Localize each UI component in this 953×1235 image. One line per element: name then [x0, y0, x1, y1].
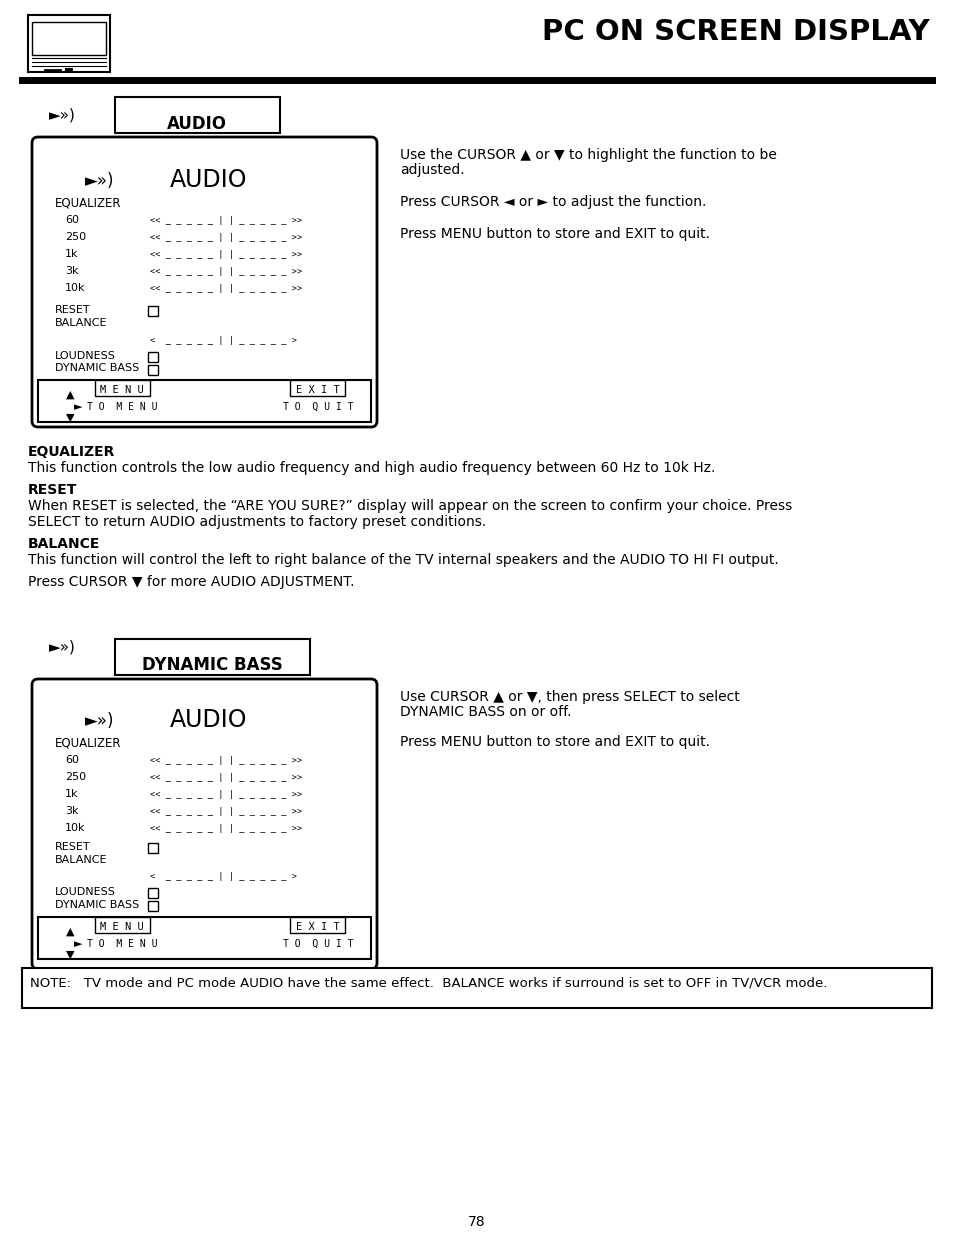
Bar: [38, 918, 371, 960]
Bar: [38, 380, 371, 422]
Text: << _ _ _ _ _ | | _ _ _ _ _ >>: << _ _ _ _ _ | | _ _ _ _ _ >>: [150, 756, 302, 764]
Text: << _ _ _ _ _ | | _ _ _ _ _ >>: << _ _ _ _ _ | | _ _ _ _ _ >>: [150, 773, 302, 782]
Text: 10k: 10k: [65, 823, 86, 832]
Text: PC ON SCREEN DISPLAY: PC ON SCREEN DISPLAY: [542, 19, 929, 46]
Text: BALANCE: BALANCE: [28, 537, 100, 551]
Text: Use CURSOR ▲ or ▼, then press SELECT to select: Use CURSOR ▲ or ▼, then press SELECT to …: [399, 690, 739, 704]
Bar: [148, 366, 158, 375]
Text: << _ _ _ _ _ | | _ _ _ _ _ >>: << _ _ _ _ _ | | _ _ _ _ _ >>: [150, 267, 302, 275]
Text: RESET: RESET: [55, 305, 91, 315]
Text: Use the CURSOR ▲ or ▼ to highlight the function to be: Use the CURSOR ▲ or ▼ to highlight the f…: [399, 148, 776, 162]
Bar: [115, 638, 310, 676]
Text: DYNAMIC BASS: DYNAMIC BASS: [141, 656, 282, 674]
Text: Press CURSOR ▼ for more AUDIO ADJUSTMENT.: Press CURSOR ▼ for more AUDIO ADJUSTMENT…: [28, 576, 355, 589]
Bar: [290, 380, 345, 396]
Bar: [95, 918, 150, 932]
Text: 250: 250: [65, 772, 86, 782]
Text: Press MENU button to store and EXIT to quit.: Press MENU button to store and EXIT to q…: [399, 735, 709, 748]
Text: DYNAMIC BASS on or off.: DYNAMIC BASS on or off.: [399, 705, 571, 719]
Text: 250: 250: [65, 232, 86, 242]
Text: 10k: 10k: [65, 283, 86, 293]
Text: ►: ►: [73, 403, 82, 412]
Text: adjusted.: adjusted.: [399, 163, 464, 177]
Text: EQUALIZER: EQUALIZER: [28, 445, 115, 459]
Bar: [148, 352, 158, 362]
Text: DYNAMIC BASS: DYNAMIC BASS: [55, 363, 139, 373]
Text: 1k: 1k: [65, 789, 78, 799]
Bar: [148, 844, 158, 853]
Text: <  _ _ _ _ _ | | _ _ _ _ _ >: < _ _ _ _ _ | | _ _ _ _ _ >: [150, 336, 296, 345]
Text: T O  Q U I T: T O Q U I T: [282, 939, 353, 948]
Text: ►»): ►»): [85, 172, 114, 190]
Text: << _ _ _ _ _ | | _ _ _ _ _ >>: << _ _ _ _ _ | | _ _ _ _ _ >>: [150, 806, 302, 816]
Text: EQUALIZER: EQUALIZER: [55, 196, 121, 209]
Bar: [148, 306, 158, 316]
Text: Press CURSOR ◄ or ► to adjust the function.: Press CURSOR ◄ or ► to adjust the functi…: [399, 195, 705, 209]
Text: When RESET is selected, the “ARE YOU SURE?” display will appear on the screen to: When RESET is selected, the “ARE YOU SUR…: [28, 499, 791, 513]
Text: Press MENU button to store and EXIT to quit.: Press MENU button to store and EXIT to q…: [399, 227, 709, 241]
Text: ▲: ▲: [66, 927, 74, 937]
Bar: [65, 68, 73, 72]
Text: <  _ _ _ _ _ | | _ _ _ _ _ >: < _ _ _ _ _ | | _ _ _ _ _ >: [150, 872, 296, 881]
Text: ▼: ▼: [66, 950, 74, 960]
Text: ►: ►: [73, 939, 82, 948]
Text: << _ _ _ _ _ | | _ _ _ _ _ >>: << _ _ _ _ _ | | _ _ _ _ _ >>: [150, 216, 302, 225]
FancyBboxPatch shape: [32, 679, 376, 969]
Text: RESET: RESET: [28, 483, 77, 496]
Text: M E N U: M E N U: [100, 385, 144, 395]
Text: ▼: ▼: [66, 412, 74, 424]
Text: E X I T: E X I T: [295, 385, 339, 395]
Bar: [148, 902, 158, 911]
Text: AUDIO: AUDIO: [170, 168, 247, 191]
Text: T O  Q U I T: T O Q U I T: [282, 403, 353, 412]
Bar: [148, 888, 158, 898]
Text: AUDIO: AUDIO: [167, 115, 227, 133]
Bar: [290, 918, 345, 932]
Bar: [95, 380, 150, 396]
Text: This function will control the left to right balance of the TV internal speakers: This function will control the left to r…: [28, 553, 778, 567]
Text: 1k: 1k: [65, 249, 78, 259]
Text: << _ _ _ _ _ | | _ _ _ _ _ >>: << _ _ _ _ _ | | _ _ _ _ _ >>: [150, 233, 302, 242]
Text: 3k: 3k: [65, 806, 78, 816]
Bar: [32, 22, 106, 56]
Text: LOUDNESS: LOUDNESS: [55, 351, 115, 361]
Text: ▲: ▲: [66, 390, 74, 400]
Text: LOUDNESS: LOUDNESS: [55, 887, 115, 897]
Text: << _ _ _ _ _ | | _ _ _ _ _ >>: << _ _ _ _ _ | | _ _ _ _ _ >>: [150, 249, 302, 259]
Text: T O  M E N U: T O M E N U: [87, 403, 157, 412]
Text: << _ _ _ _ _ | | _ _ _ _ _ >>: << _ _ _ _ _ | | _ _ _ _ _ >>: [150, 284, 302, 293]
Text: This function controls the low audio frequency and high audio frequency between : This function controls the low audio fre…: [28, 461, 715, 475]
Text: M E N U: M E N U: [100, 923, 144, 932]
Text: T O  M E N U: T O M E N U: [87, 939, 157, 948]
Bar: [22, 968, 931, 1008]
Bar: [115, 98, 280, 133]
Text: SELECT to return AUDIO adjustments to factory preset conditions.: SELECT to return AUDIO adjustments to fa…: [28, 515, 486, 529]
Bar: [28, 15, 110, 72]
Text: ►»): ►»): [85, 713, 114, 730]
Text: AUDIO: AUDIO: [170, 708, 247, 732]
Text: DYNAMIC BASS: DYNAMIC BASS: [55, 900, 139, 910]
Text: BALANCE: BALANCE: [55, 855, 108, 864]
Text: E X I T: E X I T: [295, 923, 339, 932]
Text: 3k: 3k: [65, 266, 78, 275]
Text: << _ _ _ _ _ | | _ _ _ _ _ >>: << _ _ _ _ _ | | _ _ _ _ _ >>: [150, 790, 302, 799]
Text: 60: 60: [65, 755, 79, 764]
Text: EQUALIZER: EQUALIZER: [55, 737, 121, 750]
Text: BALANCE: BALANCE: [55, 317, 108, 329]
FancyBboxPatch shape: [32, 137, 376, 427]
Text: 78: 78: [468, 1215, 485, 1229]
Text: RESET: RESET: [55, 842, 91, 852]
Text: ►»): ►»): [49, 640, 75, 655]
Text: ►»): ►»): [49, 107, 75, 122]
Text: 60: 60: [65, 215, 79, 225]
Text: NOTE:   TV mode and PC mode AUDIO have the same effect.  BALANCE works if surrou: NOTE: TV mode and PC mode AUDIO have the…: [30, 976, 826, 989]
Text: << _ _ _ _ _ | | _ _ _ _ _ >>: << _ _ _ _ _ | | _ _ _ _ _ >>: [150, 824, 302, 832]
